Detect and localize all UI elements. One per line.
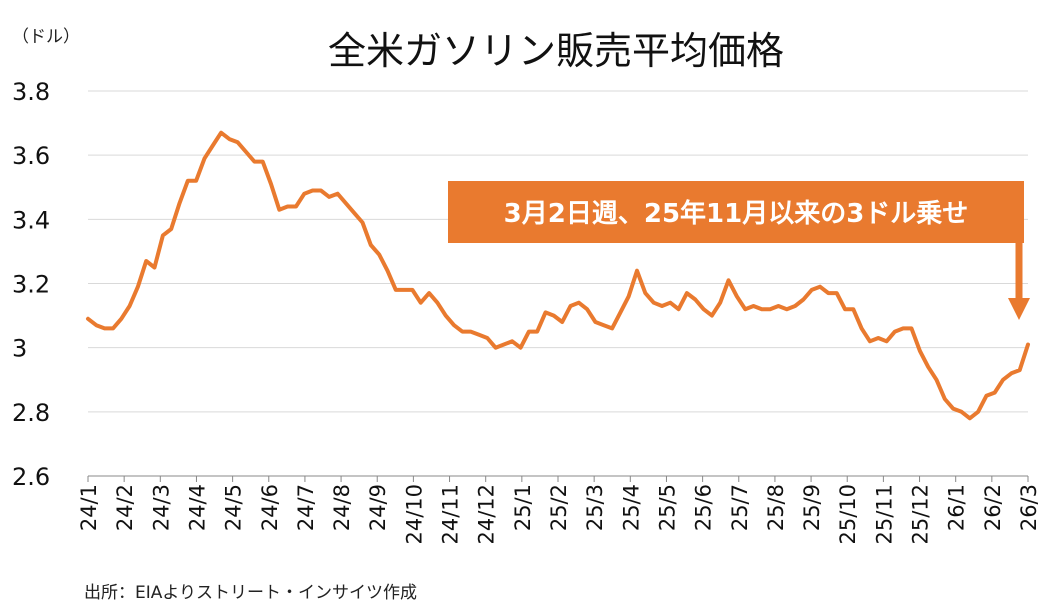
x-tick-label: 24/12 xyxy=(475,484,499,545)
x-tick-label: 25/4 xyxy=(619,484,643,531)
y-tick-label: 3.8 xyxy=(12,78,50,106)
x-tick-label: 25/12 xyxy=(909,484,933,545)
y-tick-labels: 2.6 2.8 3 3.2 3.4 3.6 3.8 xyxy=(12,78,50,491)
y-tick-label: 3 xyxy=(12,335,27,363)
y-tick-label: 2.6 xyxy=(12,463,50,491)
y-tick-label: 2.8 xyxy=(12,399,50,427)
y-tick-label: 3.4 xyxy=(12,206,50,234)
x-tick-label: 25/6 xyxy=(692,484,716,531)
y-tick-label: 3.6 xyxy=(12,142,50,170)
x-tick-label: 24/9 xyxy=(366,484,390,531)
y-tick-label: 3.2 xyxy=(12,271,50,299)
x-tick-label: 24/10 xyxy=(402,484,426,545)
x-tick-label: 24/1 xyxy=(77,484,101,531)
series-line-gasoline-price xyxy=(86,130,1030,421)
chart-title: 全米ガソリン販売平均価格 xyxy=(328,29,784,73)
gridlines xyxy=(88,90,1028,413)
x-tick-label: 25/10 xyxy=(836,484,860,545)
x-tick-label: 24/2 xyxy=(113,484,137,531)
x-tick-label: 24/7 xyxy=(294,484,318,531)
x-tick-label: 24/4 xyxy=(185,484,209,531)
source-note: 出所：EIAよりストリート・インサイツ作成 xyxy=(84,583,417,603)
x-tick-label: 24/3 xyxy=(149,484,173,531)
x-tick-label: 25/2 xyxy=(547,484,571,531)
callout-box xyxy=(448,181,1024,243)
callout-text: 3月2日週、25年11月以来の3ドル乗せ xyxy=(504,198,969,229)
x-tick-label: 26/1 xyxy=(945,484,969,531)
annotation-callout: 3月2日週、25年11月以来の3ドル乗せ xyxy=(448,181,1030,320)
x-tick-label: 25/1 xyxy=(511,484,535,531)
x-tick-label: 24/11 xyxy=(439,484,463,545)
x-tick-label: 24/6 xyxy=(258,484,282,531)
callout-arrow-head xyxy=(1008,298,1030,320)
y-axis-unit: （ドル） xyxy=(12,27,80,47)
x-tick-label: 24/5 xyxy=(222,484,246,531)
x-tick-label: 25/5 xyxy=(655,484,679,531)
x-tick-label: 25/8 xyxy=(764,484,788,531)
x-tick-label: 25/7 xyxy=(728,484,752,531)
x-tick-label: 24/8 xyxy=(330,484,354,531)
x-tick-label: 25/11 xyxy=(872,484,896,545)
x-tick-labels: 24/1 24/2 24/3 24/4 24/5 24/6 24/7 24/8 24/9 24/1… xyxy=(77,484,1041,545)
x-tick-label: 26/3 xyxy=(1017,484,1041,531)
x-tick-label: 26/2 xyxy=(981,484,1005,531)
x-tick-marks xyxy=(87,476,1029,482)
x-tick-label: 25/9 xyxy=(800,484,824,531)
x-tick-label: 25/3 xyxy=(583,484,607,531)
